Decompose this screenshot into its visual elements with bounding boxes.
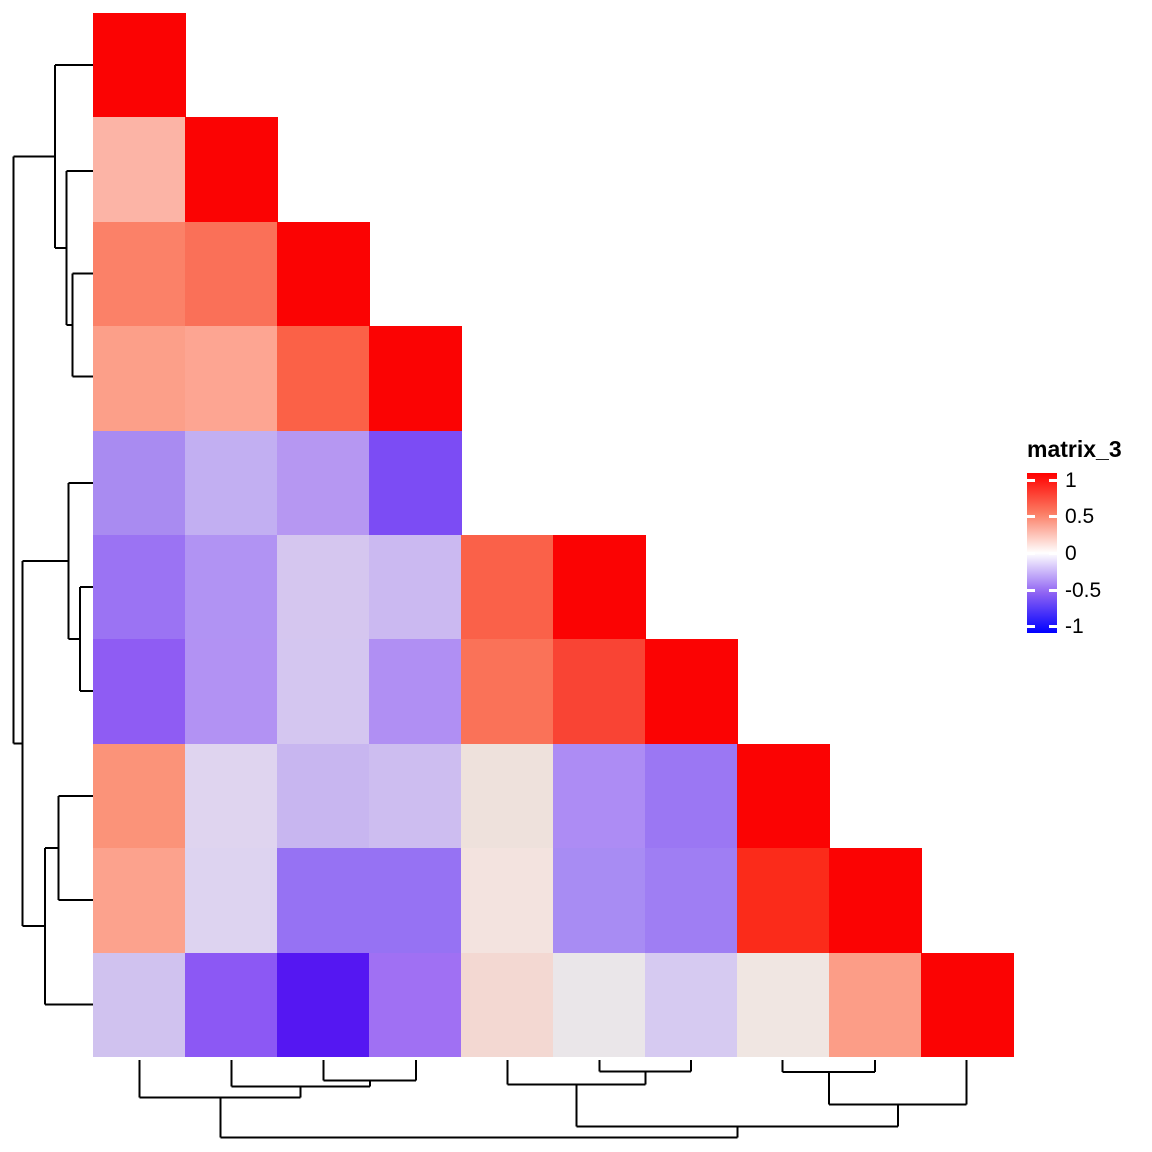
heatmap-cell xyxy=(461,535,554,640)
heatmap-cell xyxy=(369,535,462,640)
heatmap-cell xyxy=(93,326,186,432)
heatmap-cell xyxy=(645,743,738,849)
heatmap-cell xyxy=(829,848,922,954)
heatmap-cell xyxy=(277,952,370,1058)
heatmap-cell xyxy=(461,952,554,1058)
heatmap-cell xyxy=(461,743,554,849)
heatmap-cell xyxy=(921,952,1014,1058)
heatmap-cell xyxy=(185,848,278,954)
heatmap-cell xyxy=(369,430,462,536)
heatmap-cell xyxy=(277,639,370,745)
heatmap-cell xyxy=(369,326,462,432)
heatmap-cell xyxy=(93,952,186,1058)
heatmap-cell xyxy=(93,430,186,536)
heatmap-cell xyxy=(645,639,738,745)
heatmap-cell xyxy=(185,117,278,223)
heatmap-cell xyxy=(93,117,186,223)
heatmap-cell xyxy=(737,952,830,1058)
heatmap-cell xyxy=(93,221,186,327)
heatmap-cell xyxy=(829,952,922,1058)
heatmap-cell xyxy=(553,743,646,849)
heatmap-cell xyxy=(185,952,278,1058)
heatmap-cell xyxy=(645,952,738,1058)
heatmap-cell xyxy=(185,221,278,327)
heatmap-cell xyxy=(93,743,186,849)
heatmap-cell xyxy=(553,952,646,1058)
heatmap-cell xyxy=(369,639,462,745)
heatmap-cell xyxy=(277,326,370,432)
heatmap-cell xyxy=(277,221,370,327)
heatmap-cell xyxy=(737,743,830,849)
heatmap-cell xyxy=(737,848,830,954)
heatmap-cell xyxy=(185,430,278,536)
heatmap-cell xyxy=(93,848,186,954)
heatmap-cell xyxy=(185,326,278,432)
heatmap-cell xyxy=(277,743,370,849)
heatmap-cell xyxy=(277,848,370,954)
heatmap-cell xyxy=(369,952,462,1058)
heatmap-cell xyxy=(553,639,646,745)
heatmap-cell xyxy=(93,639,186,745)
heatmap-cell xyxy=(93,13,186,118)
heatmap-cell xyxy=(185,639,278,745)
heatmap-cell xyxy=(645,848,738,954)
heatmap-cell xyxy=(93,535,186,640)
row-dendrogram xyxy=(12,64,93,1006)
heatmap-cell xyxy=(461,848,554,954)
column-dendrogram xyxy=(138,1060,968,1139)
heatmap-cell xyxy=(185,535,278,640)
heatmap-cell xyxy=(369,848,462,954)
heatmap-cell xyxy=(185,743,278,849)
heatmap-cell xyxy=(369,743,462,849)
heatmap-cell xyxy=(553,848,646,954)
heatmap-cell xyxy=(277,430,370,536)
heatmap-cell xyxy=(461,639,554,745)
heatmap-cell xyxy=(553,535,646,640)
heatmap-cell xyxy=(277,535,370,640)
